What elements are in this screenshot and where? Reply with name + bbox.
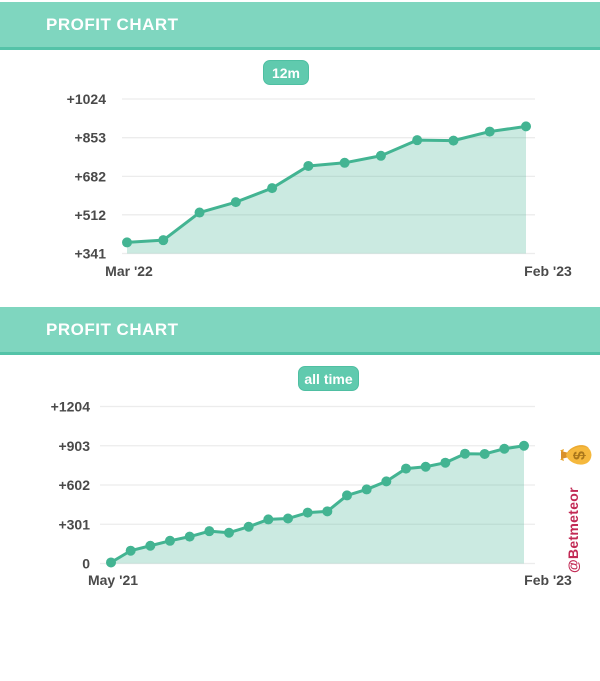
data-point [448,135,459,146]
badge-zone: 12m [0,50,600,88]
y-tick-label: +1024 [67,91,107,107]
data-point [401,463,411,474]
data-point [412,135,423,146]
area-fill [127,126,526,254]
profit-card-12m: PROFIT CHART 12m +1024 +853 +682 +512 +341 Ma… [0,2,600,293]
data-point [302,507,313,518]
period-badge-12m[interactable]: 12m [263,60,309,85]
data-point [106,557,116,568]
data-point [484,126,495,137]
data-point [125,545,136,556]
data-point [263,514,274,525]
data-point [165,535,175,546]
data-point [194,207,205,218]
data-point [381,476,392,487]
data-point [499,443,510,454]
x-tick-label-last: Feb '23 [524,263,572,279]
data-point [361,484,372,495]
y-tick-label: +853 [74,130,106,146]
data-point [145,540,156,551]
badge-zone: all time [0,355,600,393]
card-title: PROFIT CHART [46,14,179,34]
data-point [158,235,169,246]
data-point [339,157,350,168]
y-tick-label: +341 [74,246,106,262]
data-point [230,197,241,208]
y-tick-label: +903 [58,438,90,454]
data-point [184,531,195,542]
data-point [420,461,431,472]
data-point [521,121,531,132]
data-point [519,440,529,451]
data-point [267,183,278,194]
card-gap [0,293,600,307]
data-point [342,490,352,501]
y-tick-label: +512 [74,207,106,223]
period-badge-all-time[interactable]: all time [298,366,359,391]
data-point [204,526,215,537]
data-point [122,237,132,248]
x-tick-label-first: May '21 [88,572,138,588]
data-point [375,150,386,161]
data-point [243,521,254,532]
card-title: PROFIT CHART [46,319,179,339]
area-fill [111,445,524,564]
y-tick-label: +1204 [51,399,91,415]
profit-line [109,444,526,564]
y-tick-label: +602 [58,477,90,493]
data-point [479,448,490,459]
y-tick-label: +301 [58,516,90,532]
data-point [224,527,234,538]
card-header: PROFIT CHART [0,307,600,355]
data-point [440,457,451,468]
profit-card-all-time: PROFIT CHART all time +1204 +903 +602 +301 0… [0,307,600,600]
x-tick-label-last: Feb '23 [524,572,572,588]
data-point [460,448,470,459]
y-tick-label: +682 [74,168,106,184]
y-tick-label: 0 [82,556,90,572]
data-point [283,513,293,524]
profit-line [125,124,528,244]
x-tick-label-first: Mar '22 [105,263,153,279]
data-point [322,506,333,517]
card-header: PROFIT CHART [0,2,600,50]
data-point [303,160,314,171]
